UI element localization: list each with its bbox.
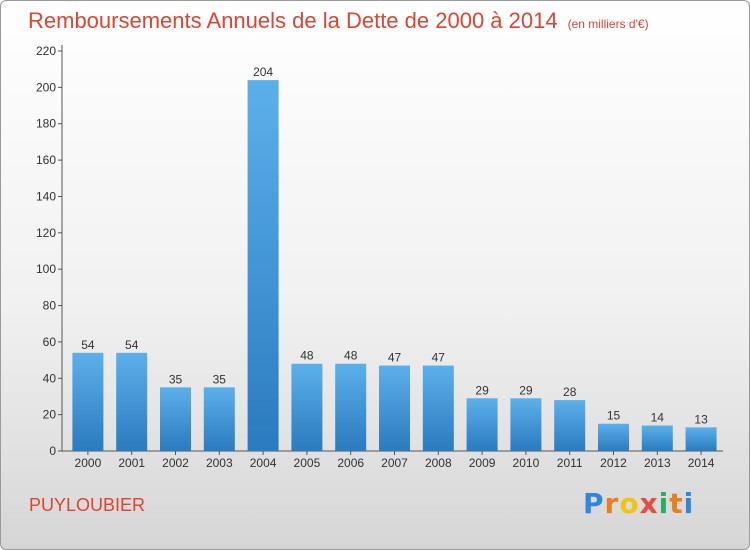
x-tick-label-2008: 2008	[425, 456, 452, 470]
data-label-2008: 47	[432, 351, 446, 365]
bar-2002	[160, 387, 191, 451]
bar-2003	[203, 387, 235, 451]
data-label-2002: 35	[169, 372, 183, 386]
bar-2006	[335, 363, 367, 451]
data-label-2009: 29	[475, 383, 489, 397]
bar-2010	[510, 398, 542, 451]
y-tick-label: 40	[43, 371, 57, 385]
data-label-2000: 54	[81, 338, 95, 352]
data-label-2011: 28	[563, 385, 577, 399]
y-tick-label: 80	[43, 299, 57, 313]
proxiti-logo: Proxiti	[583, 487, 694, 520]
x-tick-label-2013: 2013	[644, 456, 671, 470]
x-tick-label-2003: 2003	[206, 456, 233, 470]
logo-letter: o	[619, 487, 640, 520]
y-tick-label: 140	[36, 189, 56, 203]
x-tick-label-2002: 2002	[162, 456, 189, 470]
x-tick-label-2006: 2006	[337, 456, 364, 470]
bar-2005	[291, 363, 323, 451]
y-tick-label: 220	[36, 44, 56, 58]
y-tick-label: 160	[36, 153, 56, 167]
y-tick-label: 20	[43, 408, 57, 422]
y-tick-label: 180	[36, 117, 56, 131]
bar-2000	[72, 352, 104, 451]
data-label-2003: 35	[213, 372, 227, 386]
x-tick-label-2004: 2004	[250, 456, 277, 470]
logo-letter: i	[658, 487, 670, 520]
data-label-2005: 48	[300, 349, 314, 363]
data-label-2001: 54	[125, 338, 139, 352]
data-label-2010: 29	[519, 383, 533, 397]
bar-2014	[685, 427, 717, 451]
data-label-2014: 13	[694, 412, 708, 426]
bar-2013	[641, 425, 673, 451]
x-tick-label-2011: 2011	[557, 456, 583, 470]
y-tick-label: 100	[36, 262, 56, 276]
logo-letter: P	[583, 487, 605, 520]
x-tick-label-2012: 2012	[600, 456, 627, 470]
x-tick-label-2009: 2009	[469, 456, 496, 470]
logo-letter: t	[669, 487, 684, 520]
x-tick-label-2005: 2005	[294, 456, 321, 470]
x-tick-label-2007: 2007	[381, 456, 408, 470]
data-label-2007: 47	[388, 351, 402, 365]
bar-2001	[116, 352, 148, 451]
data-label-2012: 15	[607, 409, 621, 423]
place-name: PUYLOUBIER	[29, 495, 146, 515]
bar-2012	[598, 423, 629, 451]
y-tick-label: 200	[36, 80, 56, 94]
data-label-2004: 204	[253, 65, 273, 79]
chart-title: Remboursements Annuels de la Dette de 20…	[28, 8, 649, 34]
logo-letter: i	[683, 487, 695, 520]
logo-letter: x	[639, 487, 659, 520]
x-tick-label-2000: 2000	[75, 456, 102, 470]
logo-letter: r	[604, 487, 620, 520]
chart-title-unit: (en milliers d'€)	[567, 17, 649, 31]
y-tick-label: 0	[49, 444, 56, 458]
y-tick-label: 120	[36, 226, 56, 240]
bar-2009	[466, 398, 498, 451]
x-tick-label-2001: 2001	[118, 456, 145, 470]
x-tick-label-2014: 2014	[688, 456, 715, 470]
data-label-2013: 14	[651, 411, 665, 425]
chart-title-main: Remboursements Annuels de la Dette de 20…	[28, 8, 558, 33]
bar-2007	[379, 365, 410, 451]
bar-2011	[554, 400, 586, 451]
data-label-2006: 48	[344, 349, 358, 363]
x-tick-label-2010: 2010	[513, 456, 540, 470]
bar-2008	[422, 365, 454, 451]
bar-2004	[247, 80, 279, 451]
y-tick-label: 60	[43, 335, 57, 349]
